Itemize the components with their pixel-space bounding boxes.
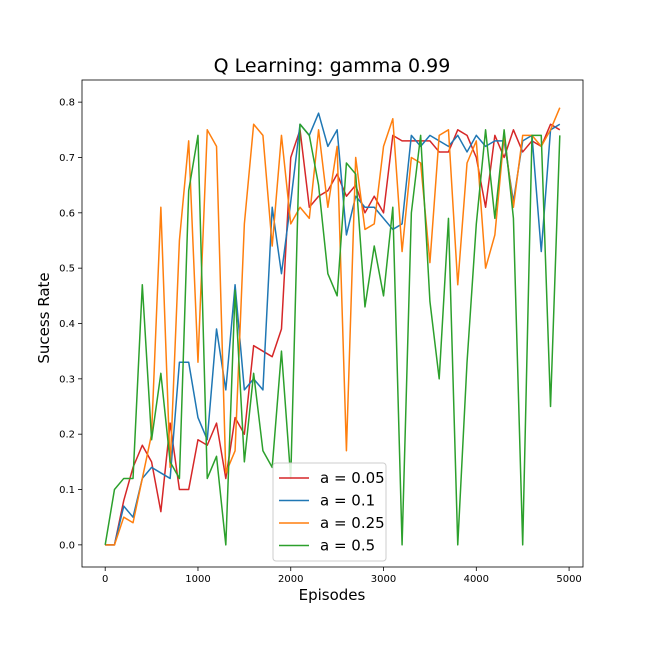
y-tick-label: 0.3 [59,374,75,385]
legend: a = 0.05 a = 0.1 a = 0.25 a = 0.5 [272,462,387,562]
axes: 0 1000 2000 3000 4000 5000 0.0 0.1 0.2 0.3 0.4 0.5 0… [59,79,584,585]
y-tick-label: 0.4 [59,319,75,330]
x-axis-label: Episodes [299,586,366,604]
y-tick-label: 0.5 [59,264,75,275]
y-axis-label: Sucess Rate [35,272,53,363]
series-line-3 [105,107,561,546]
x-tick-label: 2000 [278,574,303,585]
series-line-1 [105,123,561,546]
series-layer [104,107,561,546]
y-tick-label: 0.7 [59,153,75,164]
x-tick-label: 0 [102,574,108,585]
x-tick-label: 4000 [464,574,489,585]
legend-label: a = 0.25 [320,514,385,532]
x-tick-label: 5000 [556,574,581,585]
y-tick-label: 0.8 [59,98,75,109]
x-tick-label: 3000 [371,574,396,585]
y-tick-label: 0.6 [59,208,75,219]
y-tick-label: 0.0 [59,540,75,551]
series-line-4 [104,123,561,546]
x-tick-label: 1000 [185,574,210,585]
y-tick-label: 0.1 [59,485,75,496]
legend-label: a = 0.5 [320,537,375,555]
legend-label: a = 0.05 [320,469,385,487]
legend-label: a = 0.1 [320,492,375,510]
chart-title: Q Learning: gamma 0.99 [214,55,451,77]
legend-box [272,462,387,562]
y-tick-label: 0.2 [59,430,75,441]
